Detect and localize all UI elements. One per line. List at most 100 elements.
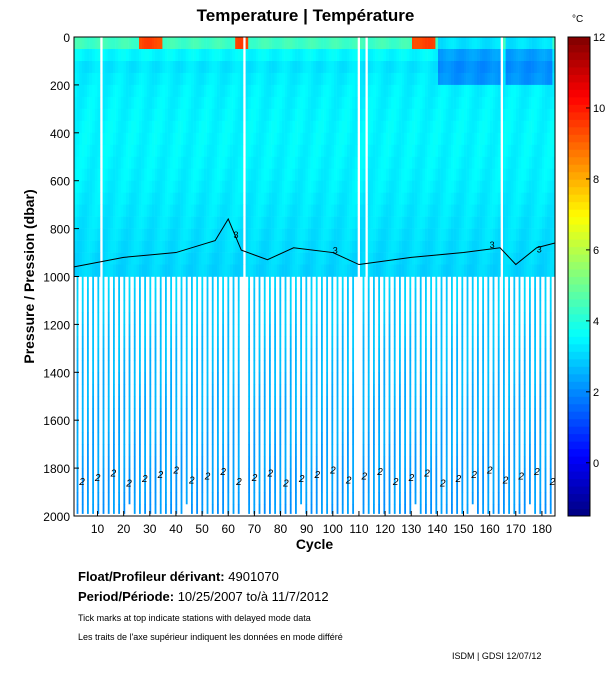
profile-cell	[461, 156, 465, 170]
profile-cell	[399, 420, 401, 433]
profile-cell	[305, 252, 309, 265]
profile-cell	[404, 276, 407, 289]
profile-cell	[445, 252, 449, 265]
profile-cell	[279, 132, 283, 146]
profile-cell	[227, 168, 231, 181]
profile-cell	[310, 276, 313, 289]
profile-cell	[373, 228, 376, 241]
profile-cell	[503, 408, 505, 421]
profile-cell	[323, 264, 327, 277]
profile-cell	[256, 240, 259, 253]
profile-cell	[256, 61, 259, 74]
profile-cell	[269, 492, 271, 505]
profile-cell	[451, 384, 453, 397]
profile-cell	[87, 456, 89, 469]
profile-cell	[107, 360, 110, 373]
profile-cell	[315, 348, 318, 361]
profile-cell	[180, 61, 184, 74]
profile-cell	[128, 348, 131, 361]
profile-cell	[300, 312, 303, 325]
profile-cell	[323, 84, 327, 98]
profile-cell	[341, 276, 344, 289]
profile-cell	[341, 228, 345, 241]
profile-cell	[240, 132, 244, 146]
profile-cell	[443, 72, 447, 86]
profile-cell	[477, 37, 480, 50]
profile-cell	[139, 348, 141, 361]
profile-cell	[206, 61, 210, 74]
profile-cell	[464, 144, 467, 158]
profile-cell	[115, 264, 119, 277]
profile-cell	[185, 168, 189, 181]
profile-cell	[232, 300, 235, 313]
profile-cell	[464, 61, 467, 74]
profile-cell	[113, 432, 115, 445]
profile-cell	[479, 240, 483, 253]
profile-cell	[76, 432, 79, 445]
profile-cell	[266, 61, 270, 74]
profile-cell	[362, 264, 366, 277]
profile-cell	[178, 84, 181, 98]
profile-cell	[206, 240, 210, 253]
profile-cell	[263, 348, 266, 361]
profile-cell	[79, 168, 83, 181]
profile-cell	[409, 300, 412, 313]
profile-cell	[406, 120, 410, 134]
profile-cell	[360, 108, 363, 122]
profile-cell	[87, 468, 89, 481]
profile-cell	[326, 180, 330, 193]
profile-cell	[263, 444, 266, 457]
profile-cell	[128, 240, 132, 253]
profile-cell	[217, 37, 220, 50]
profile-cell	[165, 504, 167, 514]
profile-cell	[128, 420, 131, 433]
profile-cell	[318, 120, 322, 134]
profile-cell	[217, 384, 219, 397]
profile-cell	[258, 144, 262, 158]
profile-cell	[466, 396, 469, 409]
profile-cell	[430, 396, 433, 409]
profile-cell	[349, 84, 353, 98]
profile-cell	[92, 49, 96, 62]
profile-cell	[487, 480, 490, 493]
profile-cell	[313, 144, 317, 158]
profile-cell	[175, 276, 178, 289]
profile-cell	[331, 61, 335, 74]
profile-cell	[146, 156, 150, 170]
profile-cell	[323, 180, 327, 193]
profile-cell	[118, 468, 121, 481]
profile-cell	[113, 480, 115, 493]
profile-cell	[375, 144, 379, 158]
profile-cell	[222, 408, 225, 421]
profile-cell	[341, 348, 344, 361]
profile-cell	[362, 324, 365, 337]
profile-cell	[269, 96, 272, 110]
profile-cell	[230, 49, 233, 62]
profile-cell	[471, 300, 474, 313]
profile-cell	[74, 49, 77, 62]
profile-cell	[209, 120, 213, 134]
profile-cell	[154, 444, 157, 457]
profile-cell	[165, 312, 167, 325]
profile-cell	[388, 216, 392, 229]
profile-cell	[126, 37, 129, 50]
profile-cell	[113, 456, 115, 469]
profile-cell	[435, 372, 438, 385]
profile-cell	[170, 96, 174, 110]
profile-cell	[451, 456, 453, 469]
profile-cell	[136, 37, 140, 50]
profile-cell	[404, 348, 407, 361]
profile-cell	[185, 37, 189, 50]
profile-cell	[328, 37, 332, 50]
profile-cell	[269, 408, 271, 421]
profile-cell	[232, 408, 235, 421]
profile-cell	[146, 168, 150, 181]
profile-cell	[492, 348, 495, 361]
profile-cell	[516, 204, 519, 217]
profile-cell	[172, 120, 176, 134]
profile-cell	[427, 72, 431, 86]
profile-cell	[185, 372, 188, 385]
profile-cell	[383, 156, 387, 170]
profile-cell	[227, 96, 231, 110]
profile-cell	[378, 468, 381, 481]
